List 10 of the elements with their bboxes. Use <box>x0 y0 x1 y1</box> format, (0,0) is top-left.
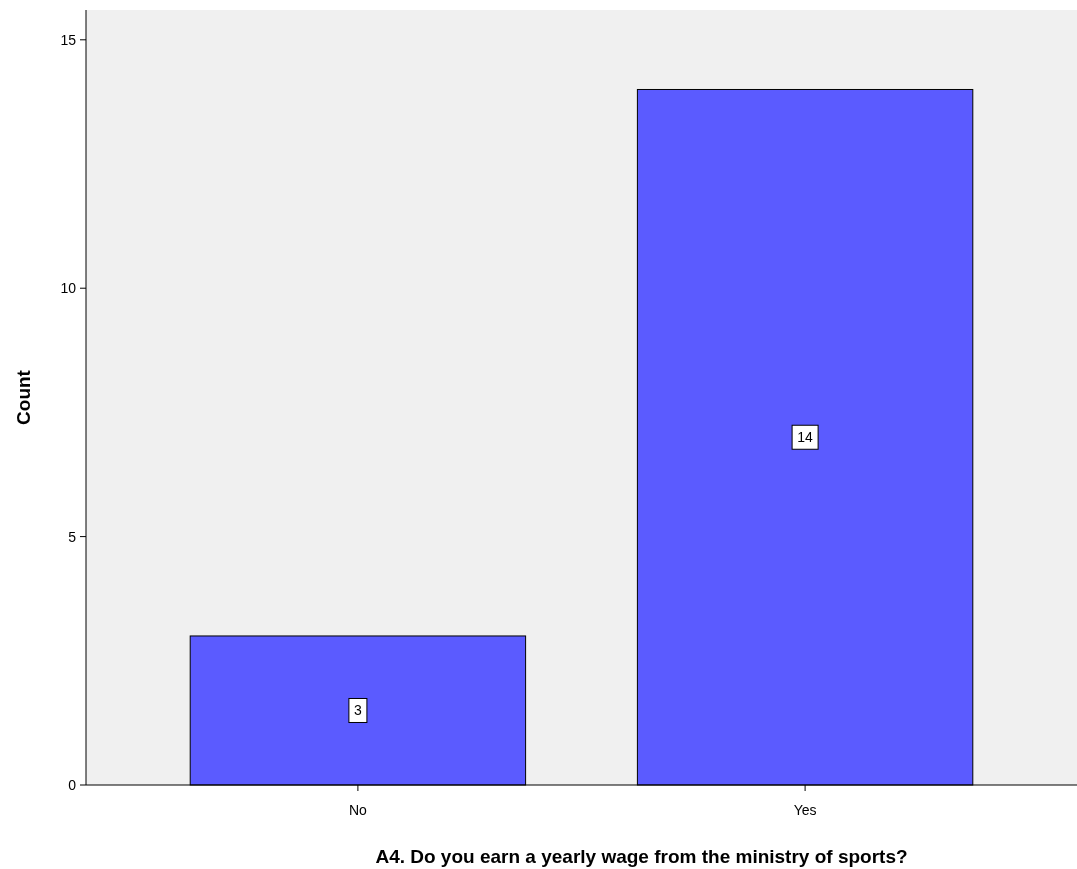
y-tick-label: 15 <box>60 31 77 48</box>
x-tick-label: Yes <box>793 802 817 818</box>
data-label: 3 <box>354 702 362 719</box>
y-tick-label: 5 <box>68 528 77 545</box>
x-tick-label: No <box>348 802 368 818</box>
y-tick-label: 10 <box>60 280 77 297</box>
y-axis-title: Count <box>13 369 34 425</box>
y-tick-label: 0 <box>68 777 77 793</box>
x-axis-title: A4. Do you earn a yearly wage from the ministry of sports? <box>375 846 908 867</box>
data-label: 14 <box>797 429 814 446</box>
